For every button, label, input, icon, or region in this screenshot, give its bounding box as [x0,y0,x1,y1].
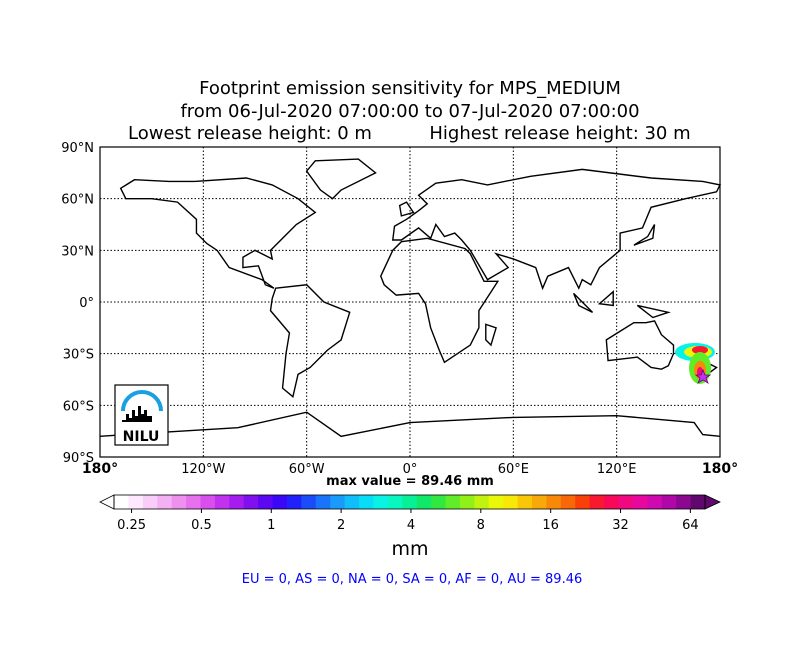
color-cell [344,495,360,509]
x-tick-label: 180° [702,461,738,477]
color-cell [546,495,562,509]
color-cell [157,495,173,509]
x-tick-label: 0° [403,462,418,477]
coastline [572,292,594,313]
color-cell [387,495,403,509]
color-cell [200,495,216,509]
title: Footprint emission sensitivity for MPS_M… [199,78,621,99]
color-cell [171,495,187,509]
color-cell [186,495,201,509]
color-cell [272,495,288,509]
color-cell [503,495,519,509]
color-cell [532,495,547,509]
colorbar-tick-label: 16 [542,518,559,533]
color-cell [647,495,663,509]
color-cell [575,495,591,509]
color-cell [214,495,230,509]
coastline [379,237,500,364]
color-cell [459,495,475,509]
highest-release: Highest release height: 30 m [429,123,690,144]
color-cell [114,495,129,509]
color-cell [229,495,245,509]
x-tick-label: 120°W [181,462,225,477]
color-cell [373,495,389,509]
logo-text: NILU [123,429,160,445]
colorbar-tick-label: 64 [682,518,699,533]
coastline [605,320,675,370]
color-cell [560,495,576,509]
x-tick-label: 120°E [597,462,637,477]
x-tick-label: 180° [82,461,118,477]
color-cell [330,495,346,509]
y-tick-label: 0° [79,296,94,311]
max-value: max value = 89.46 mm [326,474,494,489]
y-tick-label: 60°N [61,193,94,208]
lowest-release: Lowest release height: 0 m [128,123,372,144]
color-cell [661,495,677,509]
color-cell [258,495,274,509]
coastline [269,284,351,398]
coastline [633,224,656,246]
logo: NILU [114,384,169,446]
period: from 06-Jul-2020 07:00:00 to 07-Jul-2020… [180,101,639,122]
colorbar-unit: mm [391,538,428,560]
colorbar-tick-label: 4 [407,518,415,533]
color-cell [474,495,490,509]
map-border [99,146,721,458]
y-tick-label: 90°S [63,451,94,466]
color-cell [402,495,418,509]
x-tick-label: 60°W [289,462,325,477]
colorbar-tick-label: 0.25 [117,518,146,533]
color-cell [517,495,533,509]
coastline [305,158,377,200]
color-cell [445,495,461,509]
coastline [485,323,497,347]
color-cell [676,495,692,509]
coastline [398,201,415,217]
y-tick-label: 90°N [61,141,94,156]
coastlines [99,158,722,438]
color-cell [431,495,447,509]
coastline [99,411,721,438]
region-totals: EU = 0, AS = 0, NA = 0, SA = 0, AF = 0, … [242,572,583,587]
color-cell [589,495,605,509]
color-cell [315,495,331,509]
colorbar-tick-label: 2 [337,518,345,533]
color-cell [618,495,634,509]
color-cell [286,495,302,509]
coastline [391,168,722,291]
y-tick-label: 60°S [63,399,94,414]
color-cell [604,495,620,509]
color-cell [359,495,374,509]
colorbar-border [113,494,706,510]
footprint-plume [675,343,715,384]
coastline [636,304,671,319]
colorbar-tick-label: 1 [267,518,275,533]
color-cell [128,495,144,509]
colorbar-tick-label: 0.5 [191,518,212,533]
x-tick-label: 60°E [498,462,529,477]
y-tick-label: 30°N [61,244,94,259]
coastline [119,177,317,289]
color-cell [632,495,648,509]
colorbar: 0.25 0.5 1 2 4 8 16 32 64 [99,494,721,533]
color-cell [690,495,706,509]
color-cell [416,495,432,509]
over-arrow [704,494,721,510]
color-cell [142,495,158,509]
graticule [100,147,720,457]
under-arrow [99,494,115,510]
colorbar-tick-label: 8 [477,518,485,533]
color-cell [488,495,504,509]
y-tick-label: 30°S [63,348,94,363]
color-cell [243,495,259,509]
coastline [597,290,614,307]
colorbar-tick-label: 32 [612,518,629,533]
color-cell [301,495,317,509]
